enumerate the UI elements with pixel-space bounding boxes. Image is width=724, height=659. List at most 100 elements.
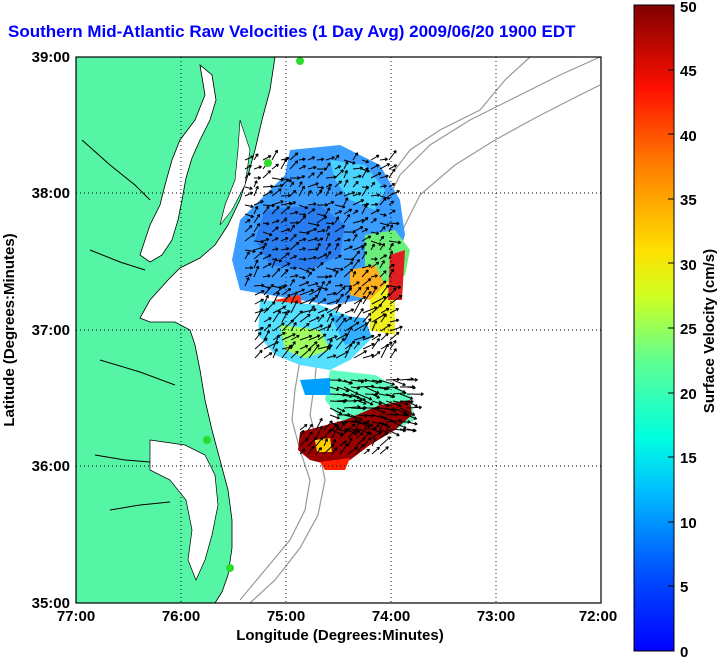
velocity-arrow [388, 168, 396, 179]
velocity-arrow [263, 323, 272, 332]
velocity-arrow [271, 247, 279, 251]
velocity-arrow [343, 208, 353, 215]
velocity-arrow [308, 294, 319, 305]
velocity-arrow [308, 316, 320, 323]
velocity-arrow [334, 204, 346, 209]
velocity-arrow [331, 447, 338, 455]
velocity-arrow [344, 316, 353, 323]
velocity-arrow [379, 270, 387, 278]
velocity-arrow [307, 156, 316, 161]
velocity-arrow [335, 317, 347, 332]
velocity-arrow [331, 425, 340, 439]
velocity-arrow [307, 431, 313, 439]
velocity-arrow [289, 224, 295, 233]
velocity-arrow [362, 318, 372, 332]
velocity-arrow [289, 210, 299, 215]
velocity-arrow [307, 271, 312, 278]
velocity-arrow [281, 288, 292, 296]
velocity-arrow [290, 321, 297, 332]
velocity-arrow [299, 437, 309, 447]
colorbar-ticks [668, 4, 674, 652]
velocity-arrow [370, 240, 382, 246]
velocity-arrow [347, 446, 358, 455]
velocity-arrow [334, 283, 343, 288]
velocity-arrow [385, 428, 400, 437]
velocity-arrow [371, 351, 381, 359]
velocity-arrow [361, 167, 369, 179]
velocity-arrow [334, 242, 339, 251]
velocity-arrow [281, 344, 293, 359]
velocity-arrow [344, 295, 350, 305]
velocity-arrow [357, 393, 373, 401]
velocity-arrow [379, 213, 387, 217]
velocity-arrow [272, 348, 278, 359]
velocity-arrow [343, 428, 358, 435]
velocity-arrow [379, 195, 391, 200]
velocity-arrow [371, 296, 387, 305]
plot-frame [75, 56, 602, 604]
velocity-arrow [379, 197, 387, 206]
velocity-arrow [254, 337, 268, 350]
colorbar-tick-label: 40 [680, 128, 697, 145]
velocity-arrow [389, 294, 403, 305]
velocity-arrow [253, 222, 261, 233]
velocity-arrow [370, 261, 380, 269]
radar-station-marker [226, 564, 234, 572]
velocity-arrow [406, 392, 424, 397]
velocity-arrow [325, 274, 333, 279]
velocity-arrow [323, 438, 328, 447]
velocity-arrow [379, 157, 388, 162]
velocity-arrow [370, 231, 380, 236]
velocity-arrow [352, 226, 364, 233]
velocity-arrow [244, 204, 254, 209]
velocity-arrow [280, 158, 287, 170]
velocity-arrow [363, 448, 370, 455]
velocity-arrow [334, 225, 345, 233]
land-mass [76, 57, 276, 603]
velocity-arrow [325, 186, 331, 197]
velocity-arrow [298, 212, 307, 217]
x-tick-label: 77:00 [57, 608, 95, 625]
radar-station-marker [203, 436, 211, 444]
velocity-arrow [316, 189, 323, 197]
velocity-arrow [371, 303, 383, 314]
velocity-arrow [379, 184, 387, 188]
velocity-arrow [352, 218, 365, 224]
velocity-arrow [307, 423, 313, 431]
velocity-arrow [289, 160, 299, 170]
velocity-arrow [389, 339, 397, 350]
velocity-arrow [262, 274, 271, 278]
velocity-arrow [317, 307, 329, 314]
velocity-arrow [317, 346, 331, 359]
bathymetry-contour [249, 84, 601, 603]
velocity-arrow [262, 231, 273, 237]
velocity-arrow [335, 293, 344, 305]
velocity-arrow [344, 326, 353, 341]
velocity-arrow [336, 407, 346, 413]
velocity-arrow [355, 443, 365, 455]
y-tick-label: 39:00 [32, 49, 70, 66]
velocity-arrow [371, 437, 377, 447]
velocity-arrow [254, 290, 265, 296]
velocity-arrow [361, 264, 372, 269]
velocity-arrow [392, 421, 407, 429]
velocity-arrow [343, 197, 349, 206]
velocity-arrow [289, 278, 295, 287]
velocity-arrow [316, 262, 324, 269]
river [109, 501, 171, 511]
velocity-arrow [388, 150, 397, 161]
velocity-arrow [363, 419, 370, 431]
velocity-arrow [344, 321, 360, 332]
velocity-arrow [335, 286, 346, 296]
velocity-arrow [307, 227, 317, 233]
velocity-arrow [317, 314, 325, 323]
colorbar-tick-labels: 50 45 40 35 30 25 20 15 10 5 0 [680, 0, 697, 659]
velocity-arrow [378, 421, 391, 429]
velocity-arrow [364, 421, 374, 427]
x-tick-label: 75:00 [267, 608, 305, 625]
velocity-arrow [357, 400, 367, 405]
velocity-arrow [361, 185, 369, 197]
velocity-arrow [353, 286, 362, 296]
velocity-arrow [280, 252, 290, 260]
x-tick-labels: 77:00 76:00 75:00 74:00 73:00 72:00 [57, 608, 617, 625]
